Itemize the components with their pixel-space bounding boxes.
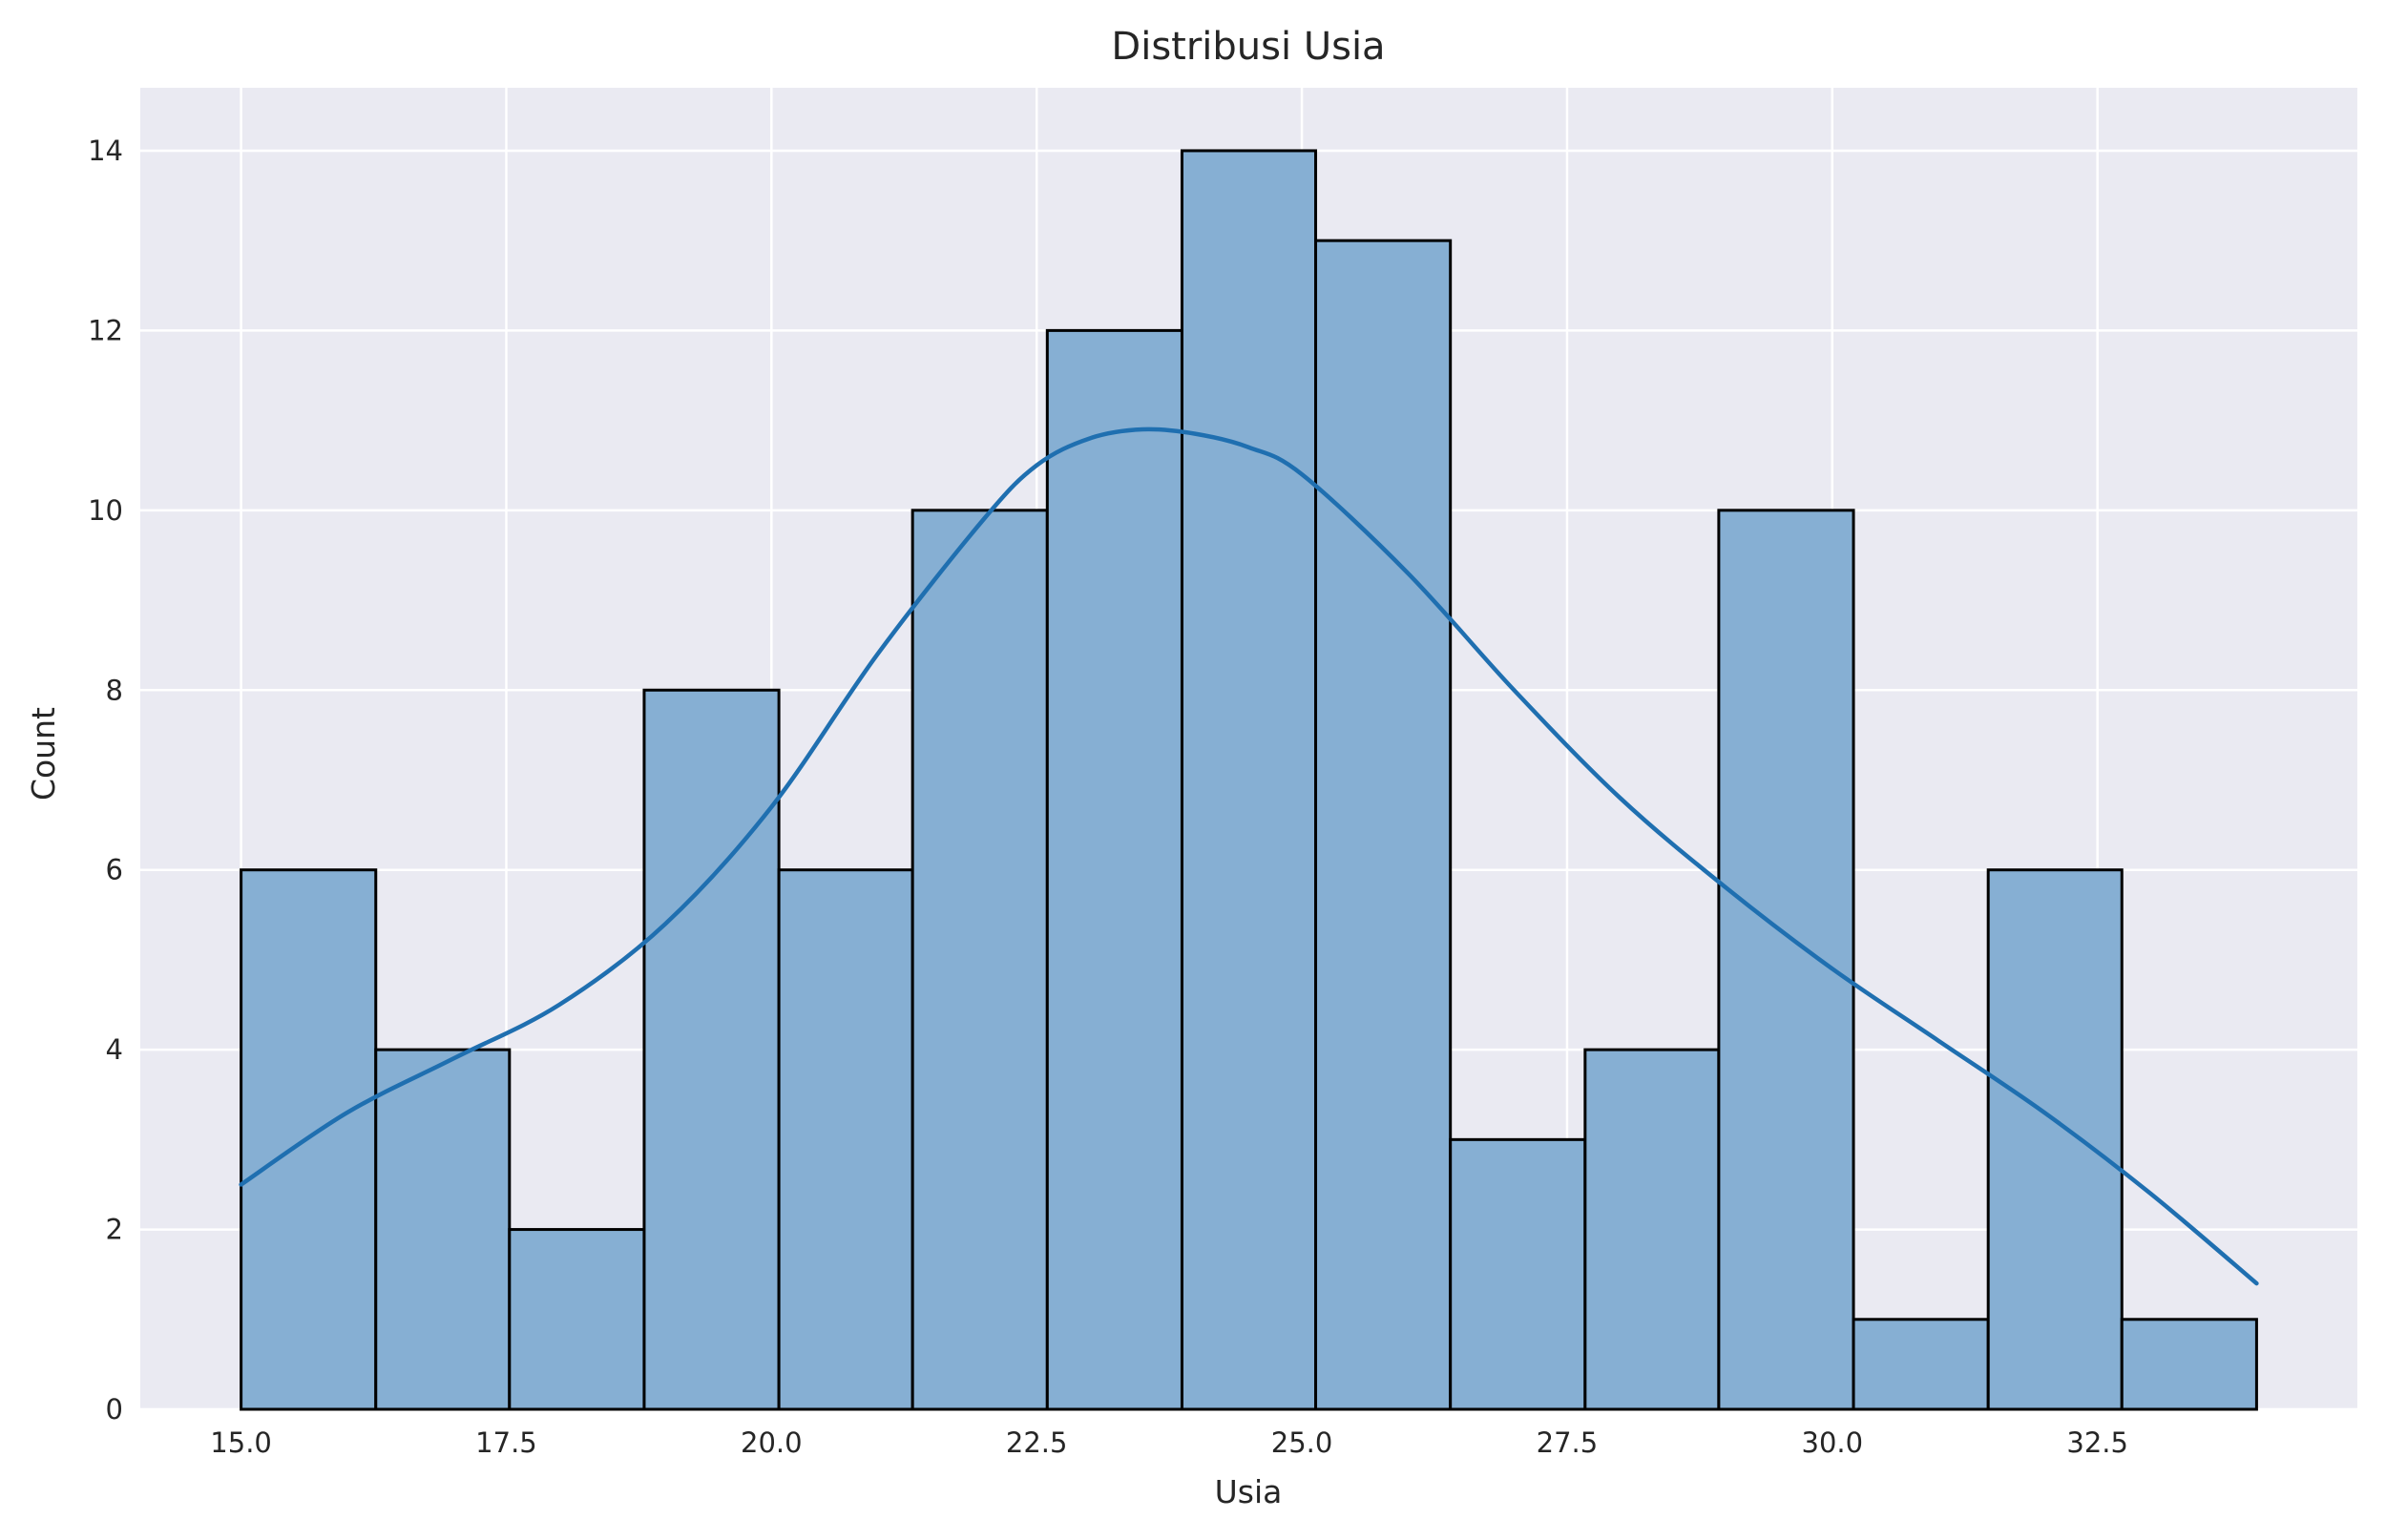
histogram-bar bbox=[508, 1228, 646, 1411]
x-tick-label: 32.5 bbox=[2066, 1426, 2128, 1459]
histogram-bar bbox=[1986, 868, 2124, 1411]
chart-title: Distribusi Usia bbox=[1111, 25, 1385, 69]
histogram-bar bbox=[777, 868, 914, 1411]
x-tick-label: 20.0 bbox=[741, 1426, 803, 1459]
y-tick-label: 6 bbox=[106, 854, 123, 886]
x-axis-ticks: 15.0 17.5 20.0 22.5 25.0 27.5 30.0 32.5 bbox=[210, 1426, 2128, 1459]
y-axis-label: Count bbox=[25, 707, 62, 801]
histogram-bar bbox=[1180, 149, 1318, 1411]
x-tick-label: 27.5 bbox=[1537, 1426, 1599, 1459]
kde-curve-group bbox=[239, 427, 2259, 1286]
kde-curve bbox=[239, 427, 2259, 1286]
histogram-bar bbox=[374, 1048, 512, 1411]
x-axis-label: Usia bbox=[1215, 1473, 1283, 1510]
histogram-bar bbox=[2120, 1318, 2258, 1411]
y-tick-label: 4 bbox=[106, 1033, 123, 1066]
histogram-bar bbox=[1449, 1137, 1587, 1411]
histogram-bar bbox=[910, 509, 1049, 1411]
x-tick-label: 25.0 bbox=[1271, 1426, 1333, 1459]
x-tick-label: 17.5 bbox=[475, 1426, 537, 1459]
histogram-bar bbox=[1045, 328, 1183, 1411]
histogram-bar bbox=[1314, 239, 1453, 1411]
y-axis-ticks: 0 2 4 6 8 10 12 14 bbox=[88, 135, 123, 1426]
histogram-bar bbox=[642, 688, 781, 1411]
histogram-bars bbox=[240, 149, 2258, 1411]
histogram-bar bbox=[1583, 1048, 1721, 1411]
x-tick-label: 22.5 bbox=[1006, 1426, 1068, 1459]
y-tick-label: 0 bbox=[106, 1393, 123, 1426]
y-tick-label: 2 bbox=[106, 1214, 123, 1246]
x-tick-label: 15.0 bbox=[210, 1426, 272, 1459]
y-tick-label: 14 bbox=[88, 135, 123, 167]
histogram-bar bbox=[1717, 509, 1855, 1411]
histogram-bar bbox=[1852, 1318, 1990, 1411]
y-tick-label: 12 bbox=[88, 314, 123, 346]
x-tick-label: 30.0 bbox=[1802, 1426, 1864, 1459]
y-tick-label: 8 bbox=[106, 674, 123, 706]
y-tick-label: 10 bbox=[88, 494, 123, 527]
